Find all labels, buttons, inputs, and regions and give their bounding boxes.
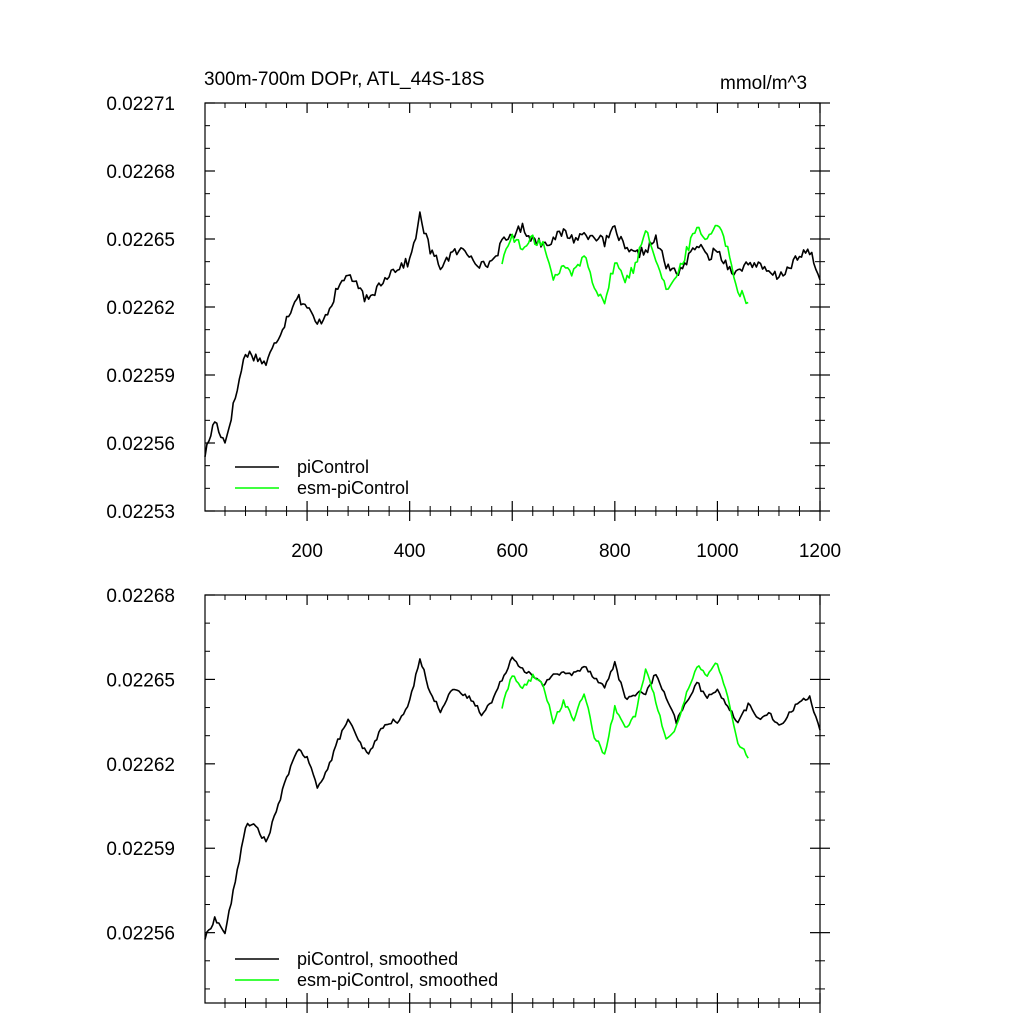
x-tick-label: 200 — [291, 541, 323, 562]
x-tick-label: 1200 — [799, 541, 841, 562]
series-line-esm-picontrol — [501, 224, 749, 305]
x-tick-label: 600 — [496, 541, 528, 562]
legend-label: piControl — [297, 457, 369, 477]
chart-top: 200 400 600 800 1000 1200 0.02253 0.02256 0.0225… — [106, 94, 841, 562]
y-tick-label: 0.02259 — [106, 839, 175, 860]
plot-frame — [204, 594, 821, 1004]
x-tick-label: 800 — [599, 541, 631, 562]
y-tick-label: 0.02271 — [106, 94, 175, 115]
y-tick-label: 0.02256 — [106, 434, 175, 455]
y-tick-label: 0.02262 — [106, 755, 175, 776]
y-tick-label: 0.02265 — [106, 670, 175, 691]
y-tick-label: 0.02256 — [106, 924, 175, 945]
x-tick-label: 400 — [394, 541, 426, 562]
legend-label: esm-piControl — [297, 478, 409, 498]
chart-bottom: 0.02256 0.02259 0.02262 0.02265 0.02268 piCon… — [106, 586, 830, 1013]
series-line-esm-picontrol — [501, 662, 749, 759]
legend-label: esm-piControl, smoothed — [297, 970, 498, 990]
y-tick-label: 0.02253 — [106, 502, 175, 523]
legend-label: piControl, smoothed — [297, 949, 458, 969]
y-tick-label: 0.02259 — [106, 366, 175, 387]
x-tick-label: 1000 — [696, 541, 738, 562]
plot-frame — [204, 102, 821, 512]
units-label: mmol/m^3 — [720, 73, 808, 94]
y-tick-label: 0.02268 — [106, 586, 175, 607]
chart-title: 300m-700m DOPr, ATL_44S-18S — [204, 69, 485, 90]
y-tick-label: 0.02262 — [106, 298, 175, 319]
y-tick-label: 0.02268 — [106, 162, 175, 183]
series-line-picontrol — [204, 656, 821, 940]
y-tick-label: 0.02265 — [106, 230, 175, 251]
